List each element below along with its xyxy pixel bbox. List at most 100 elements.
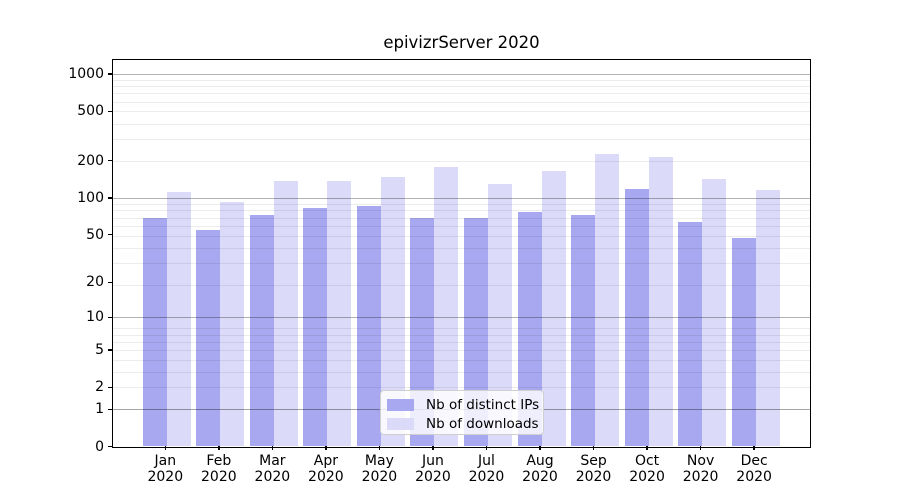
bar-distinct-ips-oct	[624, 189, 649, 446]
minor-gridline	[113, 79, 810, 81]
minor-gridline	[113, 225, 810, 227]
x-tick-label: Apr 2020	[294, 453, 358, 485]
minor-gridline	[113, 247, 810, 249]
x-tick-year: 2020	[522, 469, 558, 485]
major-gridline	[113, 197, 810, 199]
x-tick-year: 2020	[736, 469, 772, 485]
legend-label-downloads: Nb of downloads	[426, 415, 539, 432]
bar-downloads-apr	[327, 180, 352, 446]
chart-title: epivizrServer 2020	[383, 33, 540, 52]
y-tick-label: 20	[86, 274, 104, 291]
major-gridline	[113, 74, 810, 76]
y-tick-label: 1	[95, 401, 104, 418]
bar-downloads-aug	[541, 170, 566, 446]
x-tick-year: 2020	[682, 469, 719, 485]
legend-label-distinct-ips: Nb of distinct IPs	[426, 396, 540, 413]
minor-gridline	[113, 334, 810, 336]
x-tick-month: Jan	[154, 453, 177, 469]
minor-gridline	[113, 139, 810, 141]
x-tick-year: 2020	[468, 469, 505, 485]
bar-distinct-ips-feb	[196, 229, 221, 446]
bar-distinct-ips-nov	[678, 222, 703, 446]
x-tick-label: Sep 2020	[562, 453, 626, 485]
y-tick-label: 1000	[68, 66, 104, 83]
y-tick-label: 0	[95, 438, 104, 455]
minor-gridline	[113, 86, 810, 88]
x-tick-label: Jan 2020	[133, 453, 197, 485]
x-tick	[432, 446, 434, 450]
bar-distinct-ips-apr	[303, 208, 328, 446]
minor-gridline	[113, 285, 810, 287]
minor-gridline	[113, 160, 810, 162]
bar-downloads-nov	[702, 179, 727, 446]
bar-distinct-ips-sep	[571, 215, 596, 446]
y-tick	[108, 349, 113, 351]
y-tick	[108, 408, 113, 411]
x-tick-label: Jul 2020	[454, 453, 518, 485]
x-tick-year: 2020	[254, 469, 291, 485]
x-tick-month: Aug	[526, 453, 554, 469]
x-tick-month: Sep	[580, 453, 607, 469]
minor-gridline	[113, 203, 810, 205]
x-tick	[325, 446, 327, 450]
bar-downloads-oct	[648, 157, 673, 446]
legend-swatch-downloads	[387, 417, 414, 430]
bar-distinct-ips-jan	[142, 217, 167, 446]
y-tick	[108, 281, 113, 284]
minor-gridline	[113, 359, 810, 361]
x-tick-label: Nov 2020	[669, 453, 733, 485]
x-tick-label: Dec 2020	[722, 453, 786, 485]
y-tick-label: 500	[77, 103, 104, 120]
x-tick-year: 2020	[629, 469, 665, 485]
x-tick-label: Oct 2020	[615, 453, 679, 485]
minor-gridline	[113, 235, 810, 237]
bar-downloads-feb	[220, 202, 245, 446]
x-tick	[485, 446, 488, 450]
legend: Nb of distinct IPs Nb of downloads	[380, 390, 544, 435]
x-tick	[378, 446, 381, 450]
minor-gridline	[113, 371, 810, 373]
x-tick-month: Oct	[634, 453, 660, 469]
bar-distinct-ips-dec	[731, 237, 756, 446]
x-tick-label: Jun 2020	[401, 453, 465, 485]
bar-distinct-ips-mar	[249, 214, 274, 446]
x-tick-year: 2020	[308, 469, 344, 485]
x-tick-month: Apr	[313, 453, 338, 469]
x-tick	[753, 446, 755, 450]
minor-gridline	[113, 217, 810, 219]
x-tick	[646, 446, 648, 450]
x-tick-year: 2020	[415, 469, 451, 485]
legend-item-distinct-ips: Nb of distinct IPs	[387, 395, 540, 414]
x-tick-month: Dec	[740, 453, 768, 469]
y-tick	[108, 316, 113, 319]
x-tick-month: Feb	[206, 453, 232, 469]
bar-downloads-dec	[755, 189, 780, 446]
y-tick	[108, 73, 113, 75]
x-tick-month: May	[364, 453, 394, 469]
y-tick-label: 10	[86, 309, 104, 326]
x-tick-year: 2020	[147, 469, 184, 485]
bar-distinct-ips-may	[356, 206, 381, 446]
x-tick-year: 2020	[575, 469, 612, 485]
minor-gridline	[113, 93, 810, 95]
y-tick	[108, 159, 113, 162]
minor-gridline	[113, 350, 810, 352]
minor-gridline	[113, 328, 810, 330]
x-tick	[164, 446, 167, 450]
x-tick	[699, 446, 702, 450]
x-tick-year: 2020	[201, 469, 237, 485]
x-tick	[218, 446, 220, 450]
x-tick-month: Jun	[422, 453, 444, 469]
y-tick-label: 200	[77, 152, 104, 169]
x-tick-label: May 2020	[347, 453, 411, 485]
minor-gridline	[113, 341, 810, 343]
minor-gridline	[113, 263, 810, 265]
minor-gridline	[113, 111, 810, 113]
x-tick-month: Nov	[686, 453, 715, 469]
y-tick-label: 100	[77, 189, 104, 206]
x-tick	[539, 446, 541, 450]
x-tick-label: Mar 2020	[240, 453, 304, 485]
x-tick-label: Feb 2020	[187, 453, 251, 485]
y-tick	[108, 445, 113, 448]
